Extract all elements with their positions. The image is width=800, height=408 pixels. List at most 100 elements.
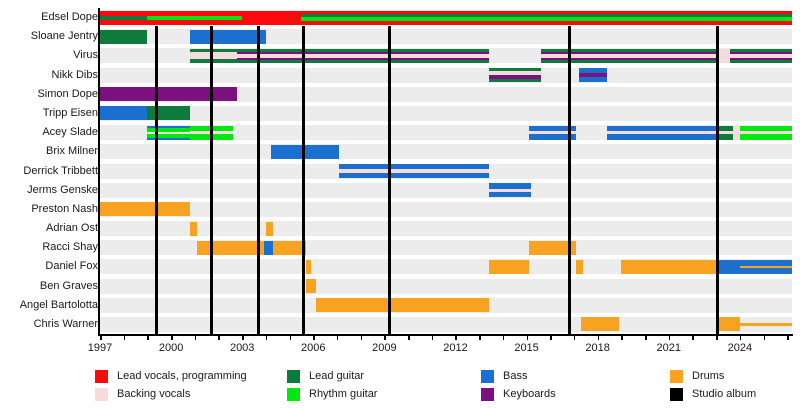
bar-segment <box>190 29 266 44</box>
x-axis-tick-label: 2018 <box>585 342 610 354</box>
studio-album-line <box>567 26 571 334</box>
bar-segment <box>488 68 541 83</box>
role-stripe-lead_vocals <box>147 19 243 25</box>
member-label: Ben Graves <box>39 279 98 292</box>
role-stripe-bass <box>607 134 717 140</box>
legend-label: Backing vocals <box>117 388 191 400</box>
bar-segment <box>607 125 717 140</box>
role-stripe-lead_guitar <box>100 15 148 20</box>
legend-item: Studio album <box>670 385 756 403</box>
x-axis-tick-label: 2015 <box>514 342 539 354</box>
x-axis-tick <box>479 336 481 340</box>
backing_vocals-legend-swatch <box>95 387 108 401</box>
x-axis-tick <box>763 336 766 340</box>
bar-segment <box>716 259 740 274</box>
bar-segment <box>100 10 148 25</box>
x-axis-tick <box>645 336 647 340</box>
role-stripe-drums <box>265 221 273 236</box>
bar-segment <box>578 68 608 83</box>
x-axis-tick <box>692 336 694 340</box>
role-stripe-keyboards <box>100 87 238 102</box>
bar-segment <box>147 10 243 25</box>
legend-label: Bass <box>503 370 528 382</box>
row-band <box>100 221 792 237</box>
role-stripe-lead_guitar <box>730 59 792 63</box>
row-band <box>100 182 792 198</box>
x-axis-tick-label: 1997 <box>87 342 113 354</box>
bar-segment <box>147 125 191 140</box>
member-label: Chris Warner <box>33 317 98 330</box>
x-axis-tick <box>360 336 363 340</box>
row-band <box>100 105 792 121</box>
studio-album-line <box>715 26 719 334</box>
role-stripe-keyboards <box>540 57 717 60</box>
role-stripe-backing_vocals <box>339 169 489 173</box>
role-stripe-drums <box>306 259 311 274</box>
role-stripe-keyboards <box>488 75 541 80</box>
role-stripe-lead_guitar <box>730 48 792 52</box>
bar-segment <box>315 298 489 313</box>
role-stripe-lead_vocals <box>147 10 243 16</box>
role-stripe-lead_guitar <box>100 29 148 44</box>
legend-label: Studio album <box>692 388 757 400</box>
role-stripe-lead_guitar <box>488 79 541 83</box>
bar-segment <box>273 240 307 255</box>
member-label: Nikk Dibs <box>51 68 98 81</box>
member-label: Acey Slade <box>42 126 98 139</box>
bar-segment <box>581 317 619 332</box>
bar-segment <box>739 259 792 274</box>
legend-item: Keyboards <box>481 385 670 403</box>
x-axis-tick <box>289 336 292 340</box>
x-axis-tick-label: 2000 <box>158 342 184 354</box>
role-stripe-backing_vocals <box>730 53 792 58</box>
legend-column: Bass Keyboards <box>481 367 670 403</box>
role-stripe-lead_vocals <box>301 10 792 15</box>
x-axis-tick <box>668 336 671 340</box>
drums-legend-swatch <box>670 369 683 383</box>
role-stripe-drums <box>100 202 191 217</box>
bar-segment <box>301 10 792 25</box>
bar-segment <box>306 259 311 274</box>
role-stripe-bass <box>100 106 148 121</box>
role-stripe-bass <box>488 191 532 198</box>
x-axis-tick-label: 2003 <box>229 342 255 354</box>
role-stripe-drums <box>197 240 264 255</box>
keyboards-legend-swatch <box>481 387 494 401</box>
role-stripe-lead_vocals <box>100 19 148 25</box>
role-stripe-lead_guitar <box>237 48 489 52</box>
x-axis-tick <box>265 336 268 340</box>
role-stripe-lead_guitar <box>540 48 717 52</box>
x-axis-tick-label: 2009 <box>372 342 397 354</box>
role-stripe-backing_vocals <box>190 52 238 60</box>
member-label: Simon Dope <box>37 87 98 100</box>
x-axis-tick-label: 2006 <box>301 342 326 354</box>
row-band <box>100 278 792 294</box>
role-stripe-rhythm_guitar <box>739 125 792 132</box>
x-axis-tick <box>455 336 457 340</box>
studio-album-line <box>387 26 391 334</box>
role-stripe-bass <box>190 29 266 44</box>
role-stripe-drums <box>716 317 740 332</box>
x-axis-tick <box>787 336 789 340</box>
role-stripe-lead_guitar <box>190 59 238 63</box>
lead_vocals-legend-swatch <box>95 369 108 383</box>
role-stripe-drums <box>528 240 577 255</box>
row-band <box>100 29 792 45</box>
role-stripe-rhythm_guitar <box>739 134 792 140</box>
album-legend-swatch <box>670 387 683 401</box>
lead_guitar-legend-swatch <box>287 369 300 383</box>
bar-segment <box>100 29 148 44</box>
role-stripe-lead_vocals <box>242 10 302 25</box>
legend: Lead vocals, programming Backing vocals Le… <box>95 367 756 403</box>
legend-item: Bass <box>481 367 670 385</box>
bar-segment <box>339 164 489 179</box>
bar-segment <box>716 125 733 140</box>
role-stripe-bass <box>607 125 717 132</box>
role-stripe-drums <box>488 259 529 274</box>
row-band <box>100 201 792 217</box>
legend-item: Backing vocals <box>95 385 287 403</box>
bar-segment <box>147 106 191 121</box>
x-axis-tick <box>242 336 244 340</box>
role-stripe-backing_vocals <box>739 131 792 135</box>
